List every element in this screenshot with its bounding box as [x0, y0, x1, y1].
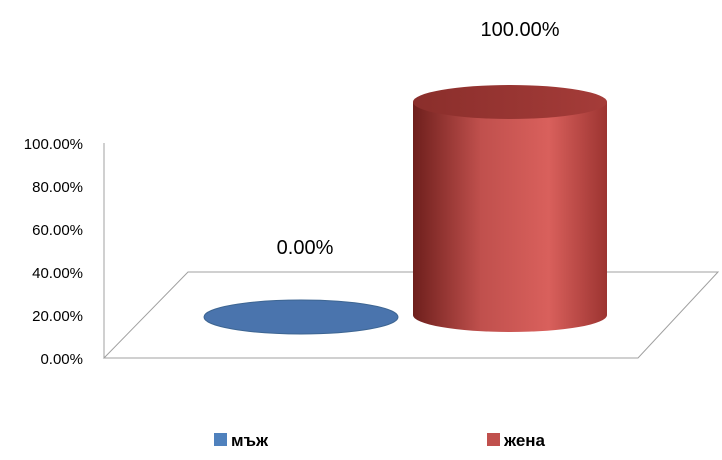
- legend-label-мъж: мъж: [231, 431, 269, 450]
- y-tick-label: 20.00%: [32, 308, 83, 325]
- data-label-жена: 100.00%: [481, 19, 560, 41]
- floor-plane: [102, 271, 720, 359]
- legend: мъж жена: [214, 431, 546, 450]
- data-label-мъж: 0.00%: [277, 237, 334, 259]
- legend-swatch-жена: [487, 433, 500, 446]
- chart-marks: [203, 85, 607, 335]
- cylinder-мъж: [203, 299, 399, 335]
- data-labels: 0.00% 100.00%: [277, 19, 560, 259]
- legend-swatch-мъж: [214, 433, 227, 446]
- cylinder-top-жена: [413, 85, 607, 119]
- y-tick-label: 80.00%: [32, 179, 83, 196]
- legend-label-жена: жена: [503, 431, 546, 450]
- y-tick-label: 100.00%: [24, 136, 83, 153]
- y-tick-label: 40.00%: [32, 265, 83, 282]
- cylinder-body-жена: [413, 102, 607, 332]
- y-tick-label: 0.00%: [40, 351, 83, 368]
- cylinder-flat-мъж: [203, 299, 399, 335]
- y-tick-label: 60.00%: [32, 222, 83, 239]
- cylinder-жена: [413, 85, 607, 332]
- y-axis-ticks: 0.00% 20.00% 40.00% 60.00% 80.00% 100.00%: [24, 136, 83, 368]
